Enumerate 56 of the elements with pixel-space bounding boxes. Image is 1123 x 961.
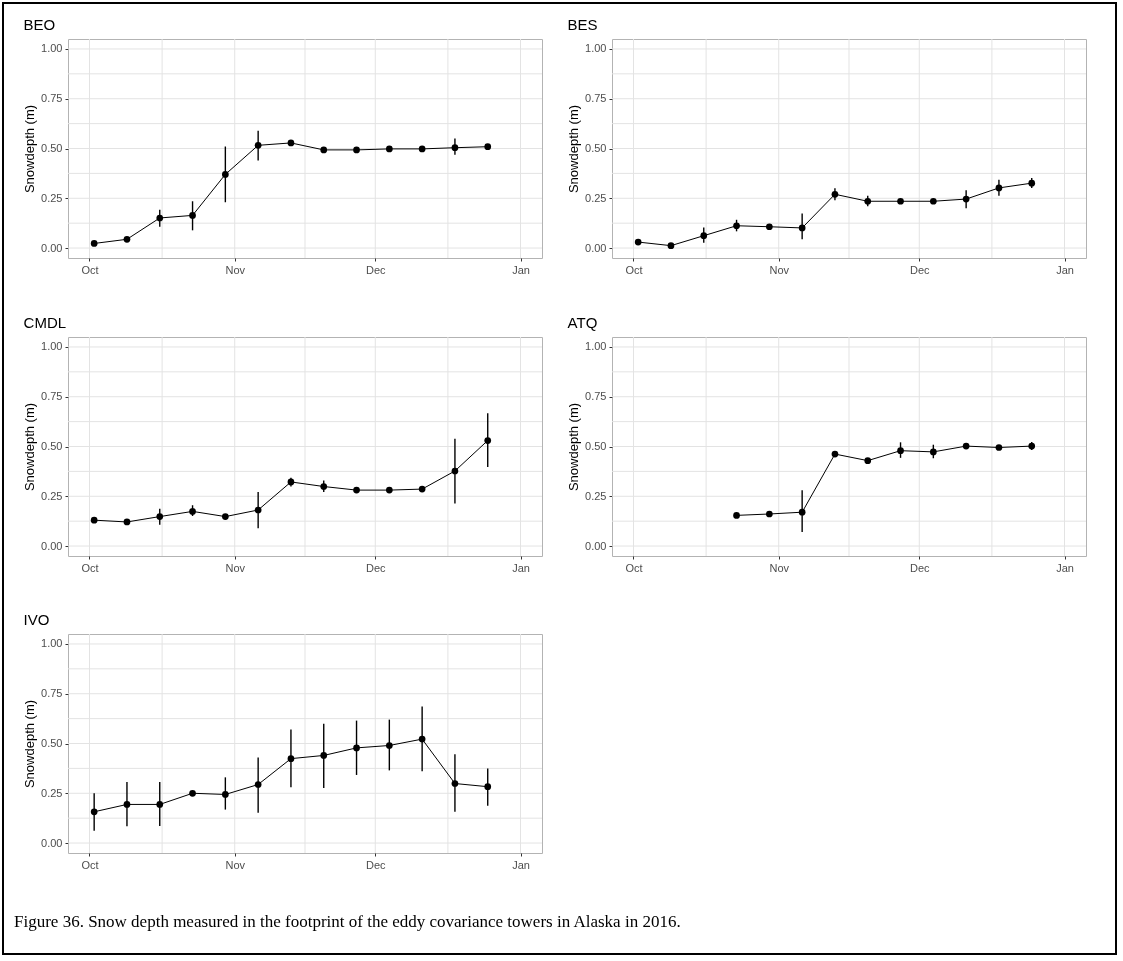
- y-axis-title: Snowdepth (m): [566, 104, 582, 194]
- y-tick-label: 0.75: [585, 92, 607, 105]
- x-tick-label: Jan: [512, 858, 530, 871]
- x-tick-label: Nov: [225, 263, 246, 276]
- chart-title: ATQ: [567, 313, 598, 331]
- x-tick-label: Oct: [81, 858, 99, 871]
- chart-title: IVO: [23, 610, 50, 628]
- y-axis-title: Snowdepth (m): [22, 402, 38, 492]
- x-tick-label: Oct: [625, 263, 643, 276]
- y-tick-label: 0.50: [585, 142, 607, 154]
- chart-title: BEO: [23, 15, 56, 33]
- y-tick-label: 0.25: [585, 489, 607, 502]
- y-tick-label: 0.25: [41, 786, 63, 799]
- y-tick-label: 0.50: [585, 440, 607, 452]
- x-tick-label: Nov: [769, 263, 790, 276]
- y-tick-label: 0.25: [41, 191, 63, 204]
- y-tick-label: 0.75: [41, 687, 63, 700]
- x-tick-label: Jan: [1056, 561, 1074, 574]
- y-tick-label: 0.50: [41, 142, 63, 154]
- x-tick-label: Nov: [769, 561, 790, 574]
- x-tick-label: Dec: [910, 263, 931, 276]
- y-tick-label: 0.00: [41, 539, 63, 552]
- y-tick-label: 0.00: [585, 539, 607, 552]
- y-tick-label: 0.75: [41, 92, 63, 105]
- y-tick-label: 0.50: [41, 737, 63, 749]
- y-tick-label: 1.00: [585, 42, 607, 55]
- y-tick-label: 1.00: [41, 42, 63, 55]
- x-tick-label: Oct: [81, 561, 99, 574]
- x-tick-label: Dec: [910, 561, 931, 574]
- y-tick-label: 1.00: [41, 637, 63, 650]
- y-axis-title: Snowdepth (m): [566, 402, 582, 492]
- y-tick-label: 0.00: [585, 241, 607, 254]
- x-tick-label: Dec: [366, 263, 387, 276]
- y-tick-label: 1.00: [41, 340, 63, 353]
- y-tick-label: 0.75: [585, 390, 607, 403]
- y-tick-label: 0.00: [41, 241, 63, 254]
- x-tick-label: Dec: [366, 858, 387, 871]
- x-tick-label: Jan: [512, 263, 530, 276]
- caption: Figure 36. Snow depth measured in the footprint of the eddy covariance towers in Alaska in 2016.: [14, 912, 681, 932]
- y-axis-title: Snowdepth (m): [22, 104, 38, 194]
- y-tick-label: 0.25: [41, 489, 63, 502]
- y-tick-label: 0.50: [41, 440, 63, 452]
- chart-title: CMDL: [23, 313, 67, 331]
- x-tick-label: Jan: [1056, 263, 1074, 276]
- chart-title: BES: [567, 15, 598, 33]
- y-tick-label: 0.75: [41, 390, 63, 403]
- x-tick-label: Nov: [225, 858, 246, 871]
- y-tick-label: 0.25: [585, 191, 607, 204]
- x-tick-label: Dec: [366, 561, 387, 574]
- x-tick-label: Nov: [225, 561, 246, 574]
- x-tick-label: Jan: [512, 561, 530, 574]
- x-tick-label: Oct: [81, 263, 99, 276]
- x-tick-label: Oct: [625, 561, 643, 574]
- y-tick-label: 1.00: [585, 340, 607, 353]
- y-axis-title: Snowdepth (m): [22, 699, 38, 789]
- y-tick-label: 0.00: [41, 836, 63, 849]
